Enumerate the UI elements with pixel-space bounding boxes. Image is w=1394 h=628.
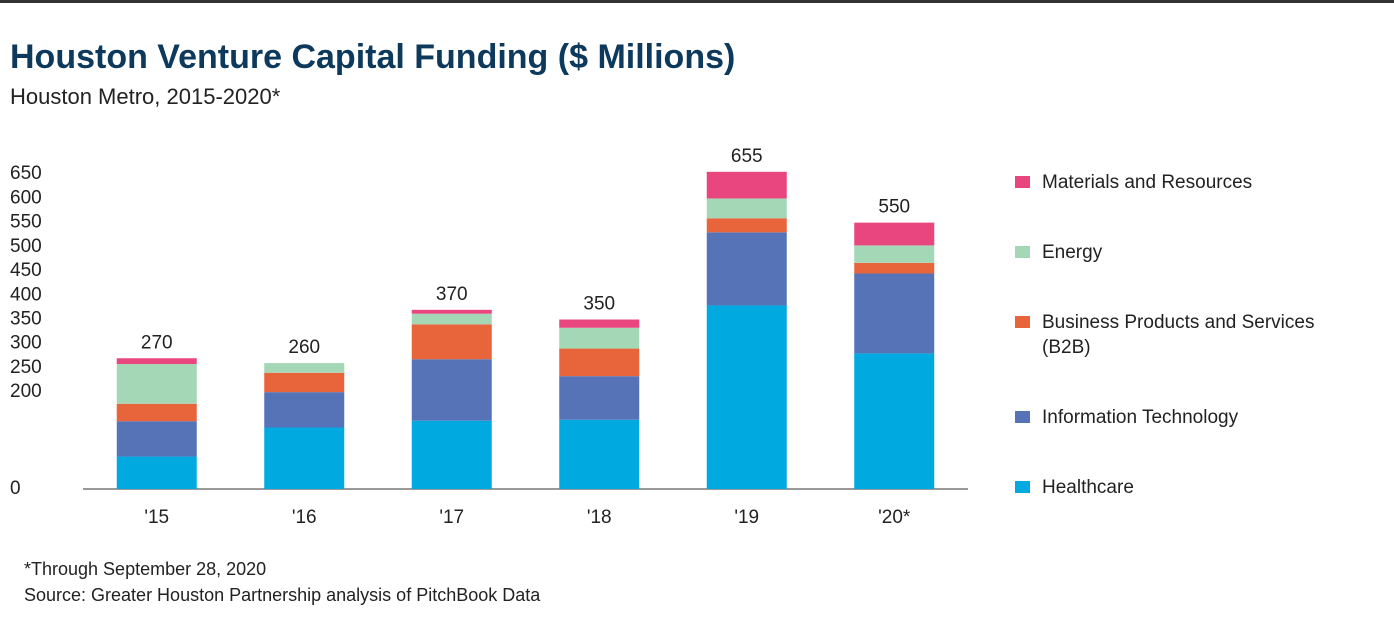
total-label: 270: [141, 332, 173, 353]
chart: 0 200 250 300 350 400 450 500 550 600 650 270 '15 260…: [10, 146, 968, 528]
total-label: 550: [878, 197, 910, 218]
y-tick-label: 250: [10, 357, 42, 378]
chart-title: Houston Venture Capital Funding ($ Milli…: [10, 38, 736, 76]
y-tick-label: 550: [10, 212, 42, 233]
notes: *Through September 28, 2020 Source: Grea…: [24, 556, 540, 608]
bar-segment: [854, 262, 935, 274]
bar-segment: [264, 392, 345, 428]
bar-segment: [559, 348, 640, 377]
bar-segment: [116, 421, 197, 457]
legend-label: Materials and Resources: [1042, 172, 1253, 193]
legend-item: Energy: [1015, 240, 1365, 265]
bar-segment: [559, 376, 640, 420]
bar-segment: [116, 403, 197, 422]
y-tick-label: 400: [10, 284, 42, 305]
bar-segment: [116, 456, 197, 489]
x-tick-label: '16: [292, 507, 317, 528]
bar-segment: [559, 419, 640, 489]
bar-segment: [411, 324, 492, 360]
legend-item: Information Technology: [1015, 405, 1365, 430]
legend-label: Healthcare: [1042, 477, 1134, 498]
y-tick-label: 650: [10, 163, 42, 184]
legend-item: Materials and Resources: [1015, 170, 1365, 195]
bar-segment: [264, 372, 345, 393]
x-tick-label: '18: [587, 507, 612, 528]
legend-swatch: [1015, 316, 1030, 328]
bar-segment: [116, 364, 197, 404]
bar-segment: [264, 363, 345, 373]
x-tick-label: '20*: [878, 507, 911, 528]
legend-swatch: [1015, 411, 1030, 423]
legend-label: Information Technology: [1042, 407, 1239, 428]
bar-segment: [411, 309, 492, 314]
bar-segment: [706, 198, 787, 219]
y-tick-label: 350: [10, 309, 42, 330]
y-tick-label: 500: [10, 236, 42, 257]
chart-subtitle: Houston Metro, 2015-2020*: [10, 84, 281, 109]
x-tick-label: '19: [734, 507, 759, 528]
bar-segment: [706, 232, 787, 306]
bar-segment: [264, 427, 345, 489]
source: Source: Greater Houston Partnership anal…: [24, 585, 541, 605]
bar-segment: [706, 305, 787, 489]
legend-swatch: [1015, 176, 1030, 188]
bar-segment: [559, 319, 640, 328]
legend-swatch: [1015, 481, 1030, 493]
bar-segment: [116, 358, 197, 365]
bar-segment: [411, 420, 492, 489]
y-tick-label: 0: [10, 478, 21, 499]
x-tick-label: '17: [439, 507, 464, 528]
legend-label: Business Products and Services (B2B): [1042, 312, 1315, 358]
bar-segment: [559, 327, 640, 349]
bar-segment: [854, 222, 935, 246]
bar-segment: [411, 313, 492, 325]
legend-label: Energy: [1042, 242, 1103, 263]
bar-segment: [854, 273, 935, 354]
total-label: 370: [436, 284, 468, 305]
total-label: 655: [731, 146, 763, 167]
y-tick-label: 600: [10, 187, 42, 208]
legend: Materials and Resources Energy Business Pr…: [1015, 170, 1365, 500]
y-tick-label: 200: [10, 381, 42, 402]
legend-item: Business Products and Services (B2B): [1015, 310, 1365, 360]
y-tick-label: 450: [10, 260, 42, 281]
legend-swatch: [1015, 246, 1030, 258]
legend-item: Healthcare: [1015, 475, 1365, 500]
footnote: *Through September 28, 2020: [24, 559, 267, 579]
total-label: 260: [288, 337, 320, 358]
total-label: 350: [583, 294, 615, 315]
bar-segment: [411, 359, 492, 421]
bar-segment: [854, 353, 935, 489]
top-border: [0, 0, 1394, 3]
bar-segment: [706, 218, 787, 233]
bar-segment: [854, 245, 935, 263]
y-tick-label: 300: [10, 333, 42, 354]
x-tick-label: '15: [144, 507, 169, 528]
bar-segment: [706, 171, 787, 199]
